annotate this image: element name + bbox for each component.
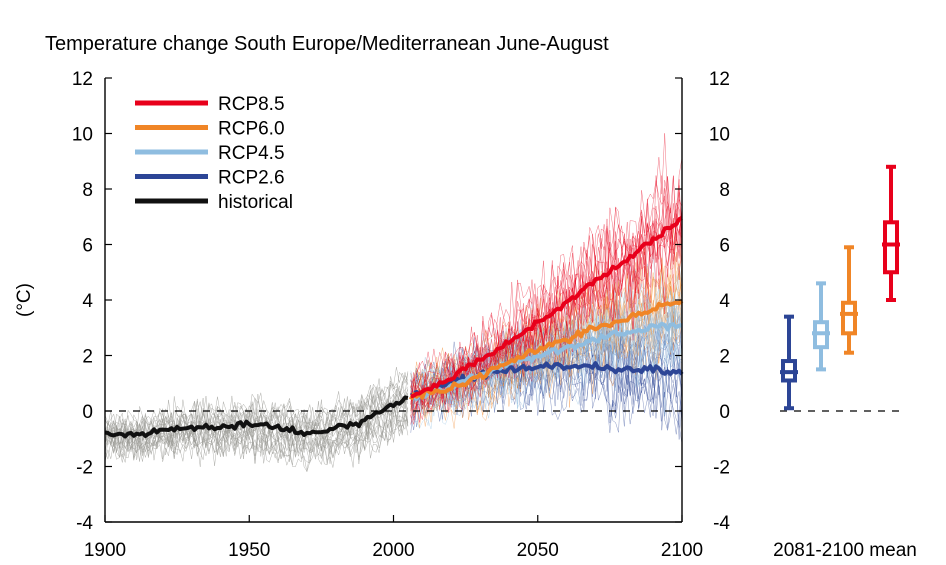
model-ensemble-spaghetti [104,133,683,472]
box-rcp85 [882,164,900,302]
ensemble-member-historical [104,376,409,447]
box-rcp26 [780,314,798,411]
box-panel-label: 2081-2100 mean [773,540,917,561]
y-tick-label-left: 6 [82,236,93,257]
legend-label: RCP6.0 [218,119,285,140]
y-tick-label-right: 8 [719,180,730,201]
ensemble-member-rcp45 [410,332,683,430]
y-tick-label-right: 6 [719,236,730,257]
y-tick-label-left: 4 [82,291,93,312]
y-tick-label-left: 8 [82,180,93,201]
x-tick-label: 2000 [372,540,414,561]
x-tick-label: 2050 [517,540,559,561]
legend: RCP8.5 RCP6.0 RCP4.5 RCP2.6 historical [135,94,293,213]
axes-group: -4 -4 -2 -2 0 0 2 2 4 4 6 6 8 8 10 10 12 12 1900 1950 2000 20… [72,69,731,561]
box-body [841,300,857,336]
y-tick-label-left: -4 [76,513,93,534]
y-axis-label: (°C) [14,283,35,317]
legend-label: RCP2.6 [218,168,285,189]
y-tick-label-right: 10 [709,125,730,146]
y-tick-label-right: 12 [709,69,730,90]
legend-label: historical [218,192,293,213]
chart-title: Temperature change South Europe/Mediterr… [45,33,609,55]
box-rcp60 [840,245,858,355]
series-line-rcp60 [409,299,684,401]
legend-label: RCP4.5 [218,143,285,164]
series-line-rcp85 [410,215,683,399]
y-tick-label-left: 12 [72,69,93,90]
legend-label: RCP8.5 [218,94,285,115]
ensemble-member-historical [104,367,409,440]
ensemble-member-rcp45 [410,296,683,408]
y-tick-label-right: 0 [719,402,730,423]
ensemble-member-historical [104,414,409,467]
x-tick-label: 1900 [84,540,126,561]
box-rcp45 [812,281,830,372]
y-tick-label-left: -2 [76,458,93,479]
ensemble-member-historical [104,399,409,463]
x-tick-label: 1950 [228,540,270,561]
ensemble-member-historical [104,375,409,450]
x-tick-label: 2100 [661,540,703,561]
series-group [104,215,684,439]
y-tick-label-right: -4 [713,513,730,534]
series-line-historical [104,395,409,439]
ensemble-member-rcp60 [410,221,683,399]
y-tick-label-right: 4 [719,291,730,312]
ensemble-member-historical [104,410,409,472]
y-tick-label-left: 2 [82,347,93,368]
y-tick-label-right: 2 [719,347,730,368]
box-panel [780,164,900,412]
y-tick-label-right: -2 [713,458,730,479]
ensemble-member-historical [104,418,408,468]
ensemble-member-historical [104,372,409,443]
y-tick-label-left: 10 [72,125,93,146]
box-body [883,220,899,275]
series-line-rcp26 [409,361,684,399]
y-tick-label-left: 0 [82,402,93,423]
